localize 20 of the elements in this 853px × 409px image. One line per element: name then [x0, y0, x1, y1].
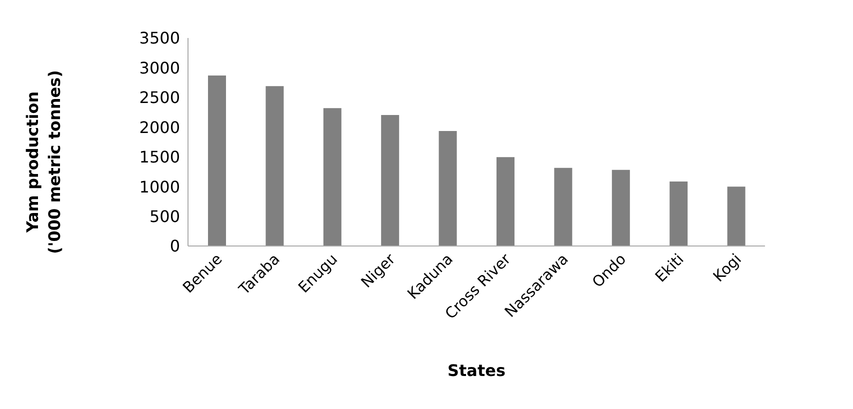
bar [670, 182, 688, 246]
y-tick-label: 1000 [139, 177, 180, 196]
y-tick-label: 2000 [139, 118, 180, 137]
bar [496, 157, 514, 246]
bar [208, 75, 226, 246]
bar [381, 114, 400, 246]
bar [323, 108, 342, 246]
y-tick-label: 500 [149, 206, 180, 226]
y-tick-label: 0 [170, 236, 180, 256]
bar [727, 186, 746, 246]
bar [438, 131, 457, 246]
y-tick-label: 3500 [139, 28, 180, 48]
bar [554, 168, 572, 246]
y-tick-label: 3000 [139, 58, 180, 78]
y-tick-label: 1500 [139, 148, 180, 167]
bar [266, 86, 284, 246]
y-axis-title: Yam production ('000 metric tonnes) [23, 70, 64, 254]
x-axis-title: States [448, 361, 506, 380]
y-tick-label: 2500 [139, 88, 180, 108]
bar [612, 170, 630, 246]
